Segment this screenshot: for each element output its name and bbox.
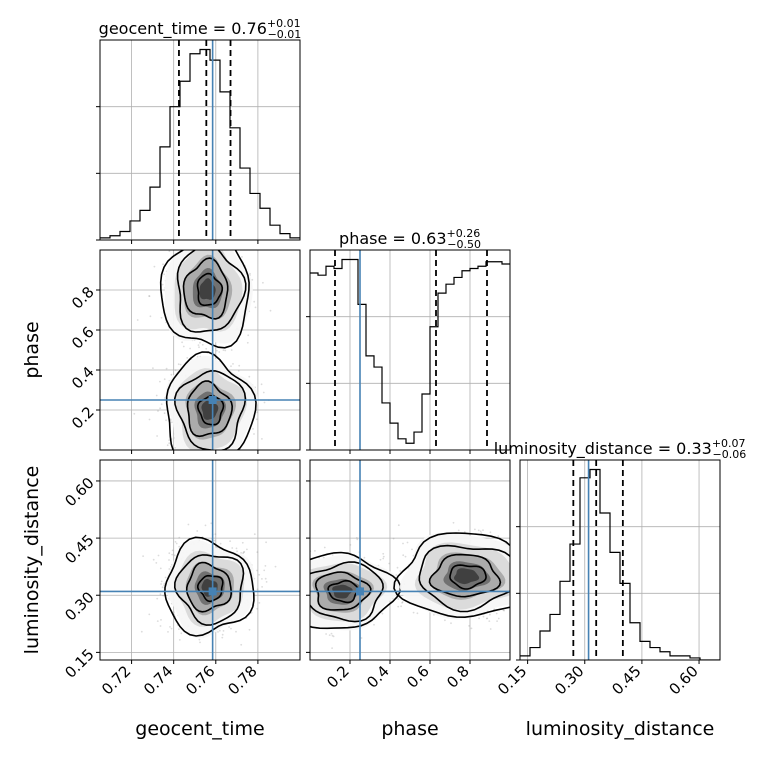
y-tick-label-phase: 0.2	[68, 403, 98, 433]
contour-line	[449, 564, 487, 590]
contour-line	[196, 395, 225, 426]
hist-step-geocent_time	[100, 48, 300, 239]
y-tick-label-phase: 0.6	[68, 323, 98, 353]
panel-title-geocent_time: geocent_time = 0.76+0.01 −0.01	[99, 17, 302, 41]
contour-line	[310, 561, 384, 623]
x-tick-label-geocent_time: 0.78	[224, 662, 260, 698]
axes-frame	[519, 459, 721, 661]
x-tick-label-luminosity_distance: 0.15	[494, 662, 530, 698]
contour-line	[393, 532, 510, 619]
y-tick-label-luminosity_distance: 0.30	[61, 588, 97, 624]
x-tick-label-luminosity_distance: 0.30	[551, 662, 587, 698]
axes-frame	[99, 39, 301, 241]
truth-marker	[208, 396, 217, 404]
axes-frame	[309, 459, 511, 661]
x-tick-label-geocent_time: 0.76	[182, 662, 218, 698]
panel-title-phase: phase = 0.63+0.26 −0.50	[339, 227, 481, 251]
contour-line	[165, 351, 257, 450]
y-tick-label-phase: 0.8	[68, 283, 98, 313]
hist-panel-luminosity_distance: luminosity_distance = 0.33+0.07 −0.06	[494, 437, 747, 664]
x-axis-label-luminosity_distance: luminosity_distance	[526, 718, 715, 740]
scatter-panel-geocent_time-vs-phase	[96, 249, 301, 454]
axes-frame	[99, 459, 301, 661]
contour-line	[173, 554, 245, 626]
y-tick-label-luminosity_distance: 0.45	[61, 531, 97, 567]
contour-line	[185, 561, 233, 613]
contour-line	[197, 574, 224, 603]
contour-line	[159, 250, 250, 349]
axes-frame	[309, 249, 511, 451]
contour-line	[310, 551, 402, 630]
truth-marker	[356, 587, 364, 596]
contour-line	[164, 536, 255, 637]
contour-line	[173, 369, 247, 450]
x-tick-label-phase: 0.8	[443, 662, 473, 692]
x-tick-label-luminosity_distance: 0.60	[666, 662, 702, 698]
contour-line	[196, 272, 224, 307]
y-tick-label-luminosity_distance: 0.60	[61, 474, 97, 510]
x-axis-label-phase: phase	[381, 718, 438, 740]
hist-panel-geocent_time: geocent_time = 0.76+0.01 −0.01	[96, 17, 301, 244]
x-axis-label-geocent_time: geocent_time	[135, 718, 264, 740]
contour-line	[186, 380, 234, 438]
y-axis-label-luminosity_distance: luminosity_distance	[21, 466, 43, 655]
scatter-panel-geocent_time-vs-luminosity_distance	[96, 459, 301, 664]
hist-step-luminosity_distance	[520, 468, 720, 660]
truth-marker	[208, 587, 217, 596]
contour-line	[418, 544, 510, 613]
contour-line	[176, 250, 247, 333]
x-tick-label-luminosity_distance: 0.45	[608, 662, 644, 698]
y-axis-label-phase: phase	[21, 321, 43, 378]
contour-line	[428, 553, 502, 598]
x-tick-label-phase: 0.4	[363, 662, 393, 692]
x-tick-label-geocent_time: 0.74	[140, 662, 176, 698]
scatter-panel-phase-vs-luminosity_distance	[306, 459, 511, 664]
panel-title-luminosity_distance: luminosity_distance = 0.33+0.07 −0.06	[494, 437, 747, 461]
y-tick-label-phase: 0.4	[68, 363, 98, 393]
hist-panel-phase: phase = 0.63+0.26 −0.50	[306, 227, 511, 454]
hist-step-phase	[310, 258, 510, 444]
y-tick-label-luminosity_distance: 0.15	[61, 645, 97, 681]
x-tick-label-phase: 0.6	[403, 662, 433, 692]
axes-frame	[99, 249, 301, 451]
contour-line	[182, 257, 229, 320]
x-tick-label-phase: 0.2	[323, 662, 353, 692]
x-tick-label-geocent_time: 0.72	[98, 662, 134, 698]
